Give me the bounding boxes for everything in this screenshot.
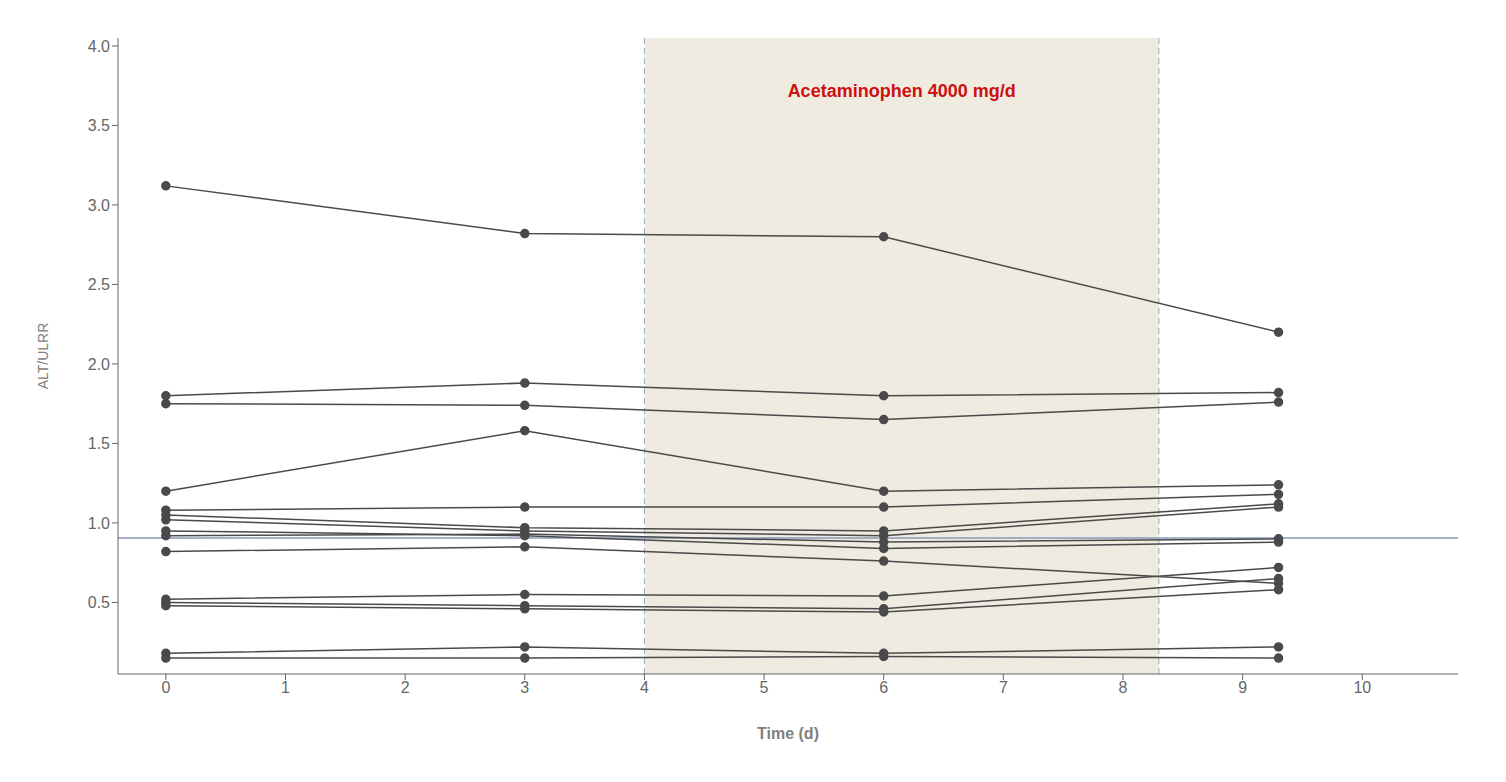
svg-text:0: 0 xyxy=(161,679,170,696)
svg-text:5: 5 xyxy=(760,679,769,696)
svg-text:10: 10 xyxy=(1353,679,1371,696)
svg-text:4.0: 4.0 xyxy=(88,38,110,55)
svg-text:Time (d): Time (d) xyxy=(757,725,819,742)
svg-text:2.5: 2.5 xyxy=(88,276,110,293)
svg-text:8: 8 xyxy=(1119,679,1128,696)
svg-text:Acetaminophen 4000 mg/d: Acetaminophen 4000 mg/d xyxy=(788,81,1016,101)
svg-text:1.0: 1.0 xyxy=(88,515,110,532)
svg-text:1: 1 xyxy=(281,679,290,696)
svg-text:2: 2 xyxy=(401,679,410,696)
svg-text:ALT/ULRR: ALT/ULRR xyxy=(35,323,51,390)
svg-text:3.5: 3.5 xyxy=(88,117,110,134)
svg-text:2.0: 2.0 xyxy=(88,356,110,373)
svg-text:7: 7 xyxy=(999,679,1008,696)
svg-text:6: 6 xyxy=(879,679,888,696)
svg-text:1.5: 1.5 xyxy=(88,435,110,452)
svg-text:3.0: 3.0 xyxy=(88,197,110,214)
svg-text:0.5: 0.5 xyxy=(88,594,110,611)
svg-text:3: 3 xyxy=(520,679,529,696)
svg-text:9: 9 xyxy=(1238,679,1247,696)
svg-text:4: 4 xyxy=(640,679,649,696)
